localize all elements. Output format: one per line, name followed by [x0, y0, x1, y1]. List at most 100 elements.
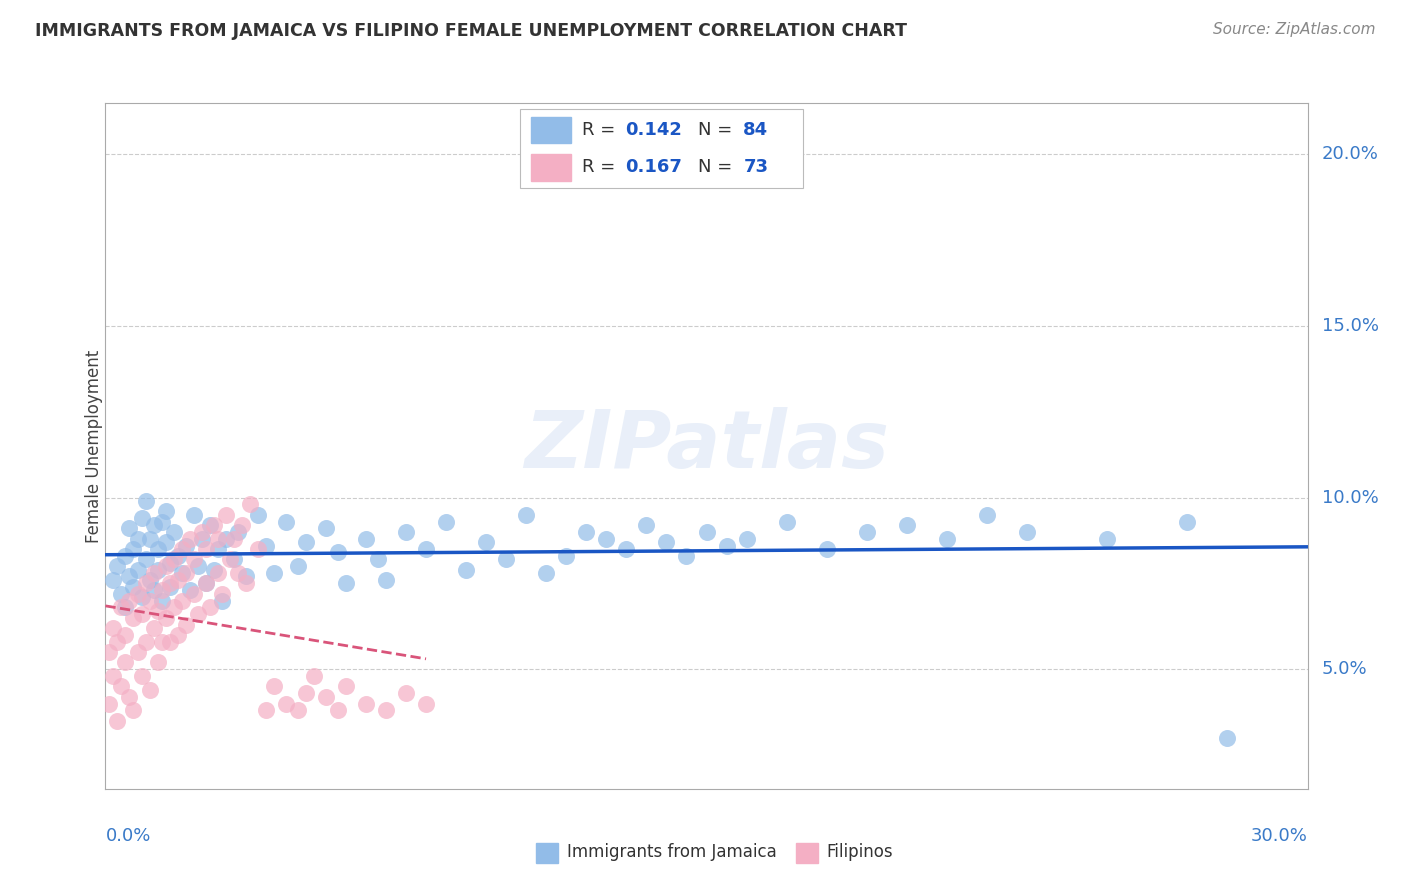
Bar	[536, 843, 558, 863]
Point	[131, 607, 153, 622]
Point	[190, 532, 212, 546]
Point	[114, 600, 136, 615]
Point	[131, 669, 153, 683]
Point	[135, 552, 157, 566]
Point	[166, 573, 188, 587]
Point	[735, 532, 758, 546]
Point	[214, 532, 236, 546]
Point	[194, 541, 217, 557]
Point	[114, 656, 136, 670]
Text: 5.0%: 5.0%	[1322, 660, 1368, 678]
Point	[142, 621, 165, 635]
Point	[183, 587, 205, 601]
Point	[1097, 532, 1119, 546]
Point	[595, 532, 617, 546]
Point	[335, 576, 357, 591]
Point	[302, 669, 325, 683]
Point	[183, 552, 205, 566]
Point	[675, 549, 697, 563]
Point	[263, 680, 285, 694]
Point	[155, 535, 177, 549]
Point	[274, 515, 297, 529]
Point	[118, 521, 141, 535]
Point	[138, 682, 160, 697]
Bar	[531, 153, 571, 180]
Point	[1177, 515, 1199, 529]
Point	[231, 518, 253, 533]
Point	[515, 508, 537, 522]
Point	[976, 508, 998, 522]
Point	[118, 593, 141, 607]
Point	[118, 569, 141, 583]
Point	[162, 524, 184, 539]
Point	[107, 714, 129, 728]
Point	[326, 703, 349, 717]
Point	[170, 593, 193, 607]
Point	[395, 686, 418, 700]
Point	[354, 532, 377, 546]
Point	[211, 587, 233, 601]
Point	[263, 566, 285, 580]
Point	[142, 566, 165, 580]
Point	[114, 628, 136, 642]
Point	[395, 524, 418, 539]
Point	[287, 703, 309, 717]
Point	[211, 593, 233, 607]
Point	[295, 535, 318, 549]
Point	[222, 552, 245, 566]
Point	[636, 518, 658, 533]
Point	[218, 552, 240, 566]
Text: R =: R =	[582, 121, 621, 139]
Point	[190, 524, 212, 539]
Point	[122, 703, 145, 717]
Point	[555, 549, 578, 563]
Text: ZIPatlas: ZIPatlas	[524, 407, 889, 485]
Point	[936, 532, 959, 546]
Point	[135, 576, 157, 591]
Point	[103, 573, 125, 587]
Point	[114, 549, 136, 563]
Point	[207, 532, 229, 546]
Text: N =: N =	[699, 158, 738, 176]
Point	[98, 645, 121, 659]
Point	[150, 515, 173, 529]
Point	[174, 539, 197, 553]
Point	[187, 559, 209, 574]
Point	[207, 566, 229, 580]
Point	[454, 563, 477, 577]
Y-axis label: Female Unemployment: Female Unemployment	[86, 350, 103, 542]
Text: 30.0%: 30.0%	[1251, 827, 1308, 846]
Point	[222, 532, 245, 546]
Point	[150, 634, 173, 648]
Point	[150, 583, 173, 598]
Point	[254, 703, 277, 717]
Point	[198, 518, 221, 533]
Point	[335, 680, 357, 694]
Point	[118, 690, 141, 704]
Point	[162, 552, 184, 566]
Point	[354, 697, 377, 711]
Point	[198, 600, 221, 615]
Point	[415, 541, 437, 557]
Point	[146, 656, 169, 670]
Point	[142, 518, 165, 533]
Point	[495, 552, 517, 566]
Point	[166, 628, 188, 642]
Point	[367, 552, 389, 566]
Text: IMMIGRANTS FROM JAMAICA VS FILIPINO FEMALE UNEMPLOYMENT CORRELATION CHART: IMMIGRANTS FROM JAMAICA VS FILIPINO FEMA…	[35, 22, 907, 40]
Point	[575, 524, 598, 539]
Point	[434, 515, 457, 529]
Text: 0.0%: 0.0%	[105, 827, 150, 846]
Point	[142, 583, 165, 598]
Point	[159, 556, 181, 570]
Point	[135, 494, 157, 508]
Text: 73: 73	[744, 158, 768, 176]
Point	[155, 611, 177, 625]
Point	[146, 604, 169, 618]
Point	[415, 697, 437, 711]
Point	[475, 535, 498, 549]
Point	[616, 541, 638, 557]
Bar	[796, 843, 818, 863]
Point	[131, 590, 153, 604]
Text: 84: 84	[744, 121, 769, 139]
